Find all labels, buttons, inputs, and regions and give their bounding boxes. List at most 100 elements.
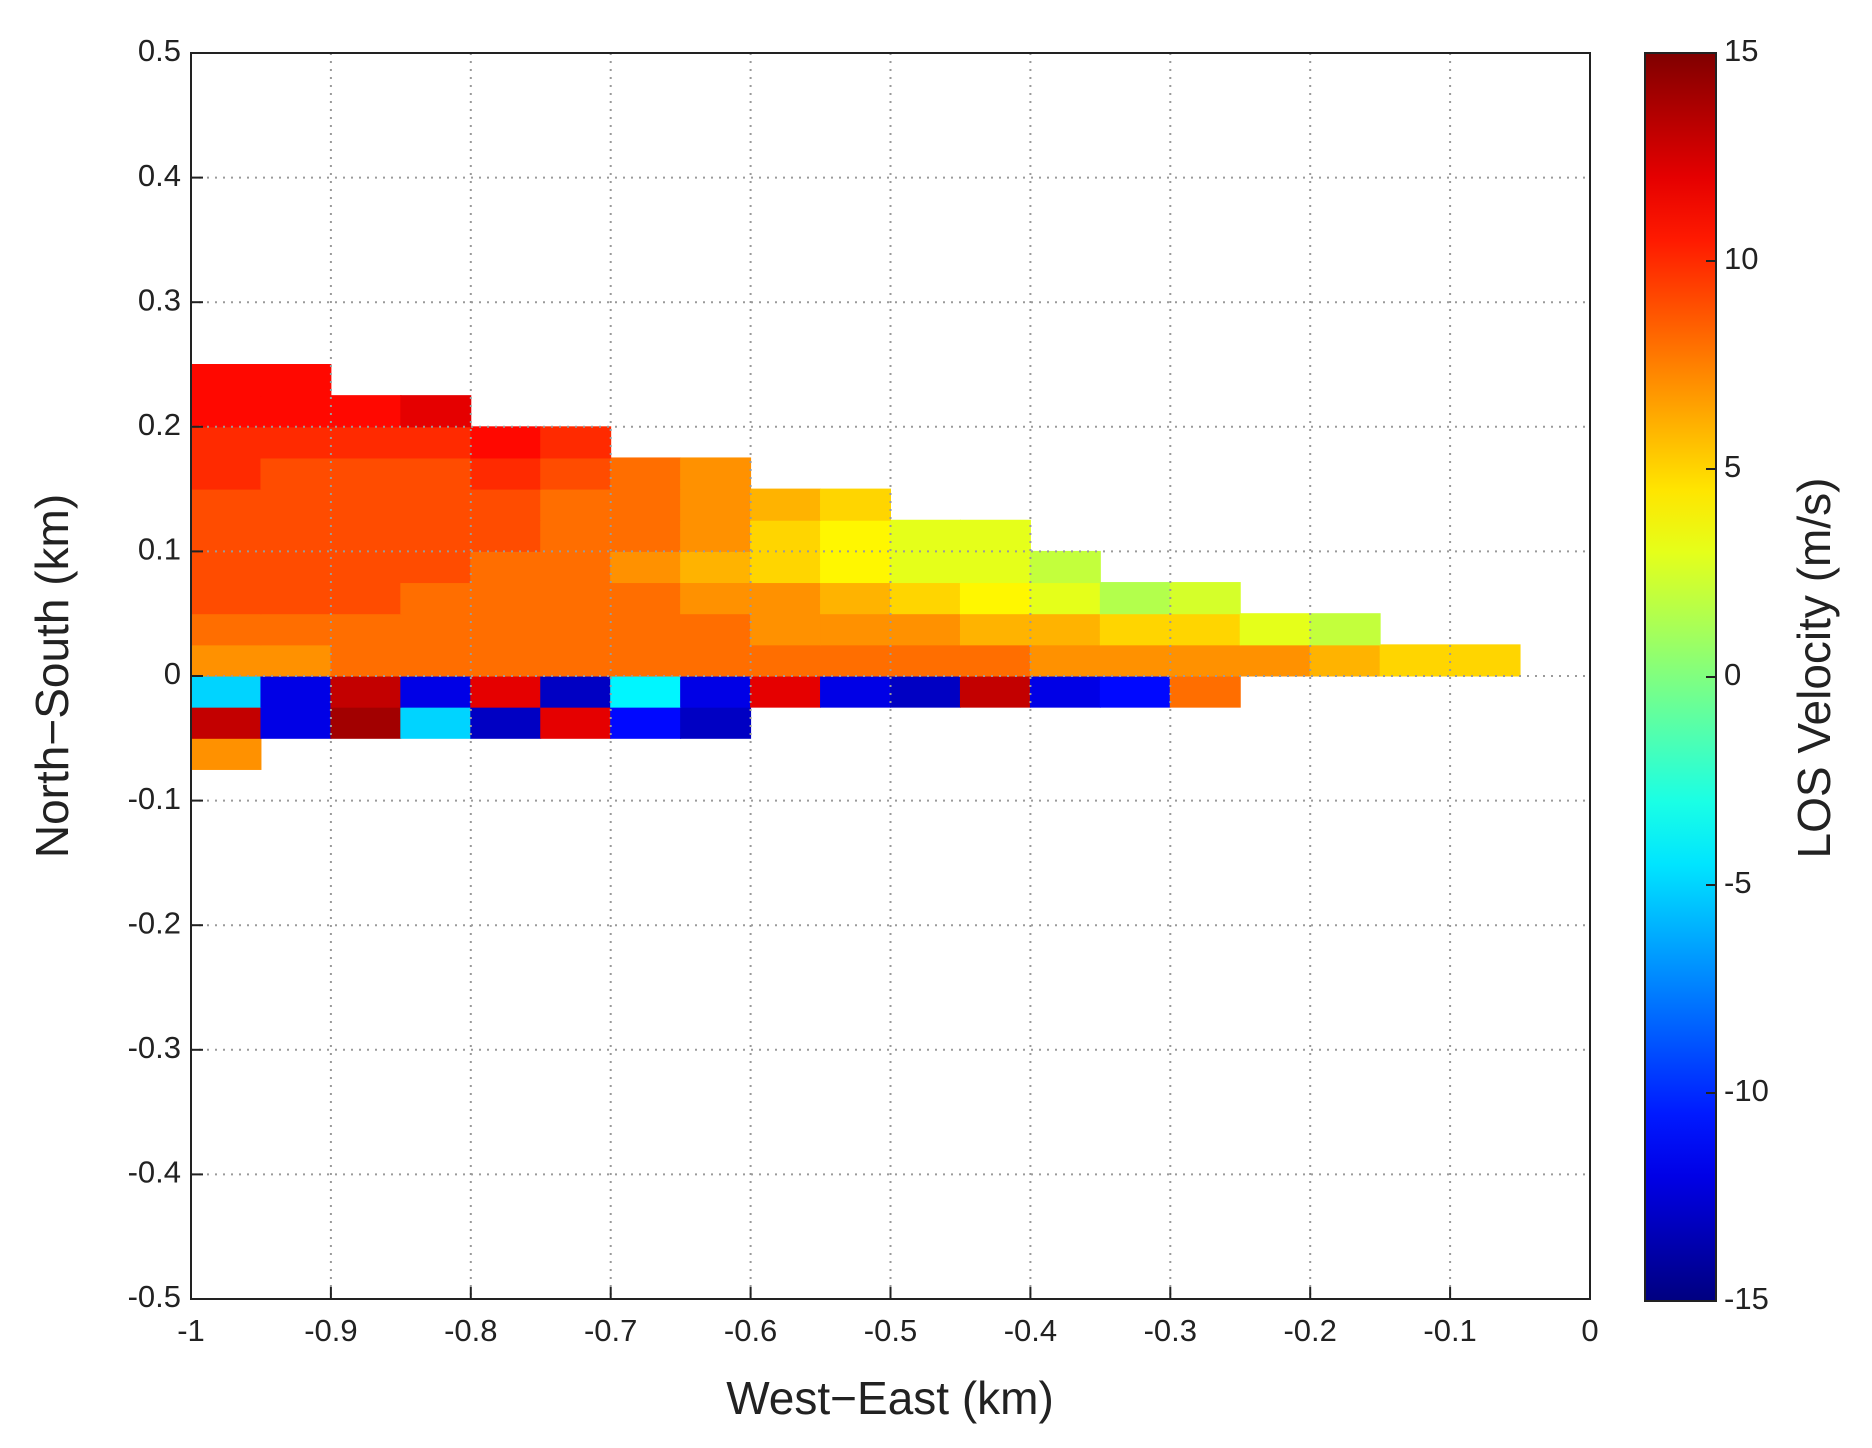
y-tick-label: 0.4 xyxy=(138,158,181,193)
heatmap-cell xyxy=(190,582,262,615)
heatmap-cell xyxy=(190,550,262,584)
heatmap-cell xyxy=(959,613,1031,646)
heatmap-cell xyxy=(820,613,891,646)
x-axis-label: West−East (km) xyxy=(726,1372,1054,1424)
x-tick-label: -0.4 xyxy=(1004,1313,1057,1348)
heatmap-cell xyxy=(400,426,472,459)
x-tick-label: -0.2 xyxy=(1283,1313,1336,1348)
heatmap-cell xyxy=(540,706,612,739)
heatmap-cell xyxy=(470,706,542,739)
heatmap-cell xyxy=(400,613,472,646)
heatmap-cell xyxy=(470,550,542,584)
heatmap-cell xyxy=(400,582,472,615)
heatmap-cell xyxy=(610,519,682,552)
heatmap-cell xyxy=(680,488,752,521)
heatmap-cell xyxy=(1239,613,1311,646)
heatmap-cell xyxy=(1169,675,1241,708)
heatmap-cell xyxy=(1099,675,1171,708)
heatmap-cell xyxy=(959,644,1031,677)
heatmap-cell xyxy=(820,550,891,584)
heatmap-cell xyxy=(1099,582,1171,615)
colorbar-tick-label: 15 xyxy=(1724,33,1758,68)
heatmap-cell xyxy=(260,706,332,739)
y-tick-label: 0.5 xyxy=(138,33,181,68)
heatmap-cell xyxy=(330,706,402,739)
heatmap-cell xyxy=(260,364,332,397)
heatmap-cell xyxy=(610,582,682,615)
heatmap-cell xyxy=(1379,644,1451,677)
heatmap-cell xyxy=(190,519,262,552)
heatmap-cell xyxy=(610,457,682,490)
heatmap-cell xyxy=(750,613,822,646)
heatmap-cell xyxy=(1169,613,1241,646)
heatmap-cell xyxy=(260,550,332,584)
heatmap-cell xyxy=(750,488,822,521)
heatmap-cell xyxy=(1309,644,1381,677)
heatmap-cell xyxy=(540,582,612,615)
heatmap-cell xyxy=(190,613,262,646)
heatmap-cell xyxy=(470,457,542,490)
y-tick-label: 0.1 xyxy=(138,532,181,567)
heatmap-cell xyxy=(470,426,542,459)
heatmap-cell xyxy=(330,488,402,521)
y-tick-label: -0.3 xyxy=(128,1030,181,1065)
colorbar-tick-label: -15 xyxy=(1724,1281,1769,1316)
colorbar-tick-label: -10 xyxy=(1724,1073,1769,1108)
heatmap-cell xyxy=(890,582,961,615)
heatmap-cell xyxy=(190,706,262,739)
colorbar-tick-label: -5 xyxy=(1724,865,1752,900)
heatmap-cell xyxy=(400,644,472,677)
heatmap-cell xyxy=(330,519,402,552)
heatmap-cell xyxy=(540,613,612,646)
heatmap-cell xyxy=(470,488,542,521)
heatmap-cell xyxy=(680,613,752,646)
colorbar-label: LOS Velocity (m/s) xyxy=(1788,478,1840,859)
heatmap-cell xyxy=(1029,550,1101,584)
heatmap-cell xyxy=(330,550,402,584)
heatmap-cell xyxy=(470,613,542,646)
heatmap-cell xyxy=(959,519,1031,552)
x-tick-label: -1 xyxy=(177,1313,205,1348)
heatmap-cell xyxy=(750,582,822,615)
x-tick-label: -0.7 xyxy=(584,1313,637,1348)
heatmap-cell xyxy=(959,582,1031,615)
x-tick-label: -0.3 xyxy=(1144,1313,1197,1348)
heatmap-cell xyxy=(540,675,612,708)
heatmap-cell xyxy=(470,519,542,552)
heatmap-cell xyxy=(260,519,332,552)
heatmap-cell xyxy=(190,737,262,770)
x-tick-label: -0.6 xyxy=(724,1313,777,1348)
heatmap-cell xyxy=(260,582,332,615)
heatmap-cell xyxy=(610,550,682,584)
heatmap-cell xyxy=(260,395,332,428)
heatmap-cell xyxy=(680,457,752,490)
heatmap-cell xyxy=(680,675,752,708)
colorbar xyxy=(1644,52,1717,1302)
heatmap-cell xyxy=(680,706,752,739)
heatmap-cell xyxy=(190,426,262,459)
y-tick-label: 0 xyxy=(164,656,181,691)
heatmap-cell xyxy=(750,550,822,584)
heatmap-cell xyxy=(820,519,891,552)
heatmap-cell xyxy=(260,644,332,677)
heatmap-cell xyxy=(330,457,402,490)
heatmap-cell xyxy=(540,488,612,521)
heatmap-cell xyxy=(959,550,1031,584)
heatmap-cell xyxy=(1169,644,1241,677)
heatmap-cell xyxy=(470,675,542,708)
heatmap-cell xyxy=(680,644,752,677)
heatmap-cell xyxy=(1029,675,1101,708)
heatmap-cell xyxy=(1029,613,1101,646)
heatmap-cell xyxy=(540,457,612,490)
y-tick-label: -0.4 xyxy=(128,1155,181,1190)
y-tick-label: 0.2 xyxy=(138,407,181,442)
heatmap-cell xyxy=(750,644,822,677)
heatmap-cell xyxy=(260,457,332,490)
heatmap-cell xyxy=(260,613,332,646)
heatmap-cell xyxy=(1099,613,1171,646)
x-tick-label: 0 xyxy=(1581,1313,1598,1348)
heatmap-cell xyxy=(750,519,822,552)
heatmap-cell xyxy=(890,675,961,708)
heatmap-cell xyxy=(1099,644,1171,677)
